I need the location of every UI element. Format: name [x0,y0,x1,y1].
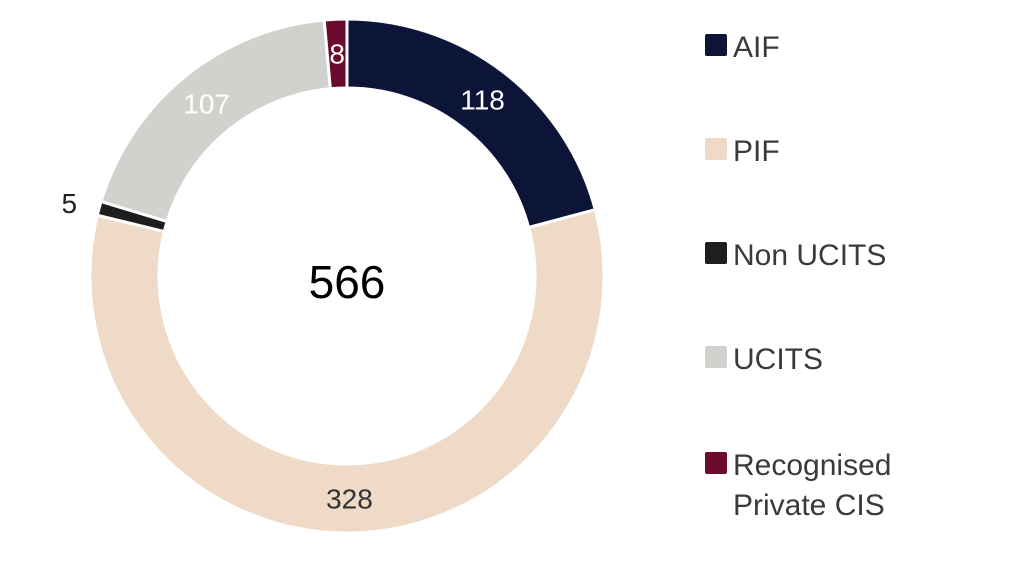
slice-label-ucits: 107 [183,88,230,119]
slice-label-aif: 118 [460,85,505,116]
donut-slices [88,17,606,535]
slice-value-labels: 118 328 5 107 8 [61,39,504,515]
legend-label-pif: PIF [733,135,780,168]
slice-label-non-ucits: 5 [61,188,77,219]
center-total-label: 566 [309,256,386,308]
slice-label-pif: 328 [326,483,373,514]
legend-item-ucits: UCITS [705,340,823,380]
slice-label-recognised-private-cis: 8 [329,39,345,70]
legend-swatch-pif [705,138,727,160]
slice-ucits [99,18,332,224]
legend-swatch-aif [705,34,727,56]
legend-item-recognised-private-cis: Recognised Private CIS [705,446,891,526]
legend-label-aif: AIF [733,31,780,64]
legend-item-non-ucits: Non UCITS [705,236,886,276]
legend-label-ucits: UCITS [733,343,823,376]
legend-label-non-ucits: Non UCITS [733,239,887,272]
slice-recognised-private-cis [322,17,349,91]
legend-label-recognised-private-cis: Recognised Private CIS [733,449,892,522]
legend-swatch-recognised-private-cis [705,452,727,474]
legend-item-aif: AIF [705,28,780,68]
slice-pif [88,207,606,535]
legend-swatch-non-ucits [705,242,727,264]
legend-swatch-ucits [705,346,727,368]
legend-item-pif: PIF [705,132,780,172]
slice-aif [345,17,598,230]
